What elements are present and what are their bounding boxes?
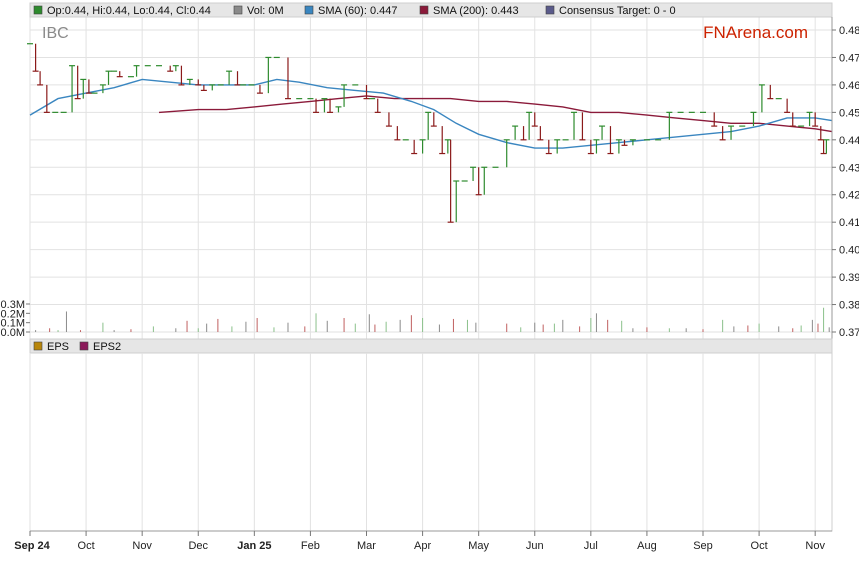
x-axis-label: May xyxy=(468,540,489,552)
price-axis-label: 0.41 xyxy=(839,217,859,229)
price-axis-label: 0.47 xyxy=(839,52,859,64)
x-axis-label: Sep 24 xyxy=(14,540,50,552)
legend-swatch xyxy=(33,5,43,15)
price-axis-label: 0.37 xyxy=(839,327,859,339)
eps-legend-swatch xyxy=(33,341,43,351)
x-axis-label: Oct xyxy=(78,540,95,552)
volume-axis: 0.3M0.2M0.1M0.0M xyxy=(1,299,30,339)
sma60-line xyxy=(29,78,833,149)
top-legend-bar xyxy=(29,2,833,18)
legend-swatch xyxy=(545,5,555,15)
price-axis-label: 0.39 xyxy=(839,272,859,284)
eps-legend-bar xyxy=(29,338,833,354)
grid xyxy=(29,17,832,339)
volume-axis-label: 0.0M xyxy=(1,327,25,339)
price-axis-label: 0.45 xyxy=(839,107,859,119)
legend-swatch xyxy=(233,5,243,15)
price-axis: 0.48 0.47 0.46 0.45 0.44 0.43 0.42 0.41 0.40 0.39… xyxy=(831,17,859,339)
legend-top: Op:0.44, Hi:0.44, Lo:0.44, Cl:0.44 Vol: 0… xyxy=(33,5,676,17)
legend-text: Consensus Target: 0 - 0 xyxy=(559,5,676,17)
x-axis-label: Jul xyxy=(584,540,598,552)
eps-legend-text: EPS xyxy=(47,341,69,353)
x-axis-label: Aug xyxy=(637,540,657,552)
eps-panel xyxy=(29,352,833,532)
price-ticks xyxy=(27,43,830,223)
x-axis-label: Nov xyxy=(132,540,152,552)
price-axis-label: 0.46 xyxy=(839,80,859,92)
legend-text: Vol: 0M xyxy=(247,5,284,17)
price-axis-label: 0.44 xyxy=(839,135,859,147)
volume-axis-label: 0.1M xyxy=(1,318,25,330)
price-panel xyxy=(29,16,833,340)
legend-swatch xyxy=(419,5,429,15)
brand-logo: FNArena.com xyxy=(703,23,808,42)
legend-eps: EPS EPS2 xyxy=(33,341,121,353)
x-axis-label: Dec xyxy=(188,540,208,552)
volume-axis-label: 0.2M xyxy=(1,308,25,320)
x-axis-label: Oct xyxy=(751,540,768,552)
x-axis-label: Sep xyxy=(693,540,713,552)
x-axis: Sep 24 Oct Nov Dec Jan 25 Feb Mar Apr May Jun Jul A… xyxy=(14,530,832,552)
legend-text: SMA (200): 0.443 xyxy=(433,5,519,17)
legend-text: SMA (60): 0.447 xyxy=(318,5,398,17)
x-axis-label: Jan 25 xyxy=(237,540,271,552)
x-axis-label: Mar xyxy=(357,540,376,552)
eps-grid xyxy=(29,353,816,531)
eps-legend-text: EPS2 xyxy=(93,341,121,353)
price-axis-label: 0.48 xyxy=(839,25,859,37)
legend-text: Op:0.44, Hi:0.44, Lo:0.44, Cl:0.44 xyxy=(47,5,211,17)
x-axis-label: Nov xyxy=(805,540,825,552)
sma200-line xyxy=(158,95,833,133)
price-axis-label: 0.38 xyxy=(839,300,859,312)
price-axis-label: 0.42 xyxy=(839,190,859,202)
price-axis-label: 0.43 xyxy=(839,162,859,174)
eps-legend-swatch xyxy=(79,341,89,351)
ticker-label: IBC xyxy=(42,25,69,42)
volume-bars xyxy=(35,307,830,332)
price-axis-label: 0.40 xyxy=(839,245,859,257)
x-axis-label: Apr xyxy=(414,540,431,552)
x-axis-label: Feb xyxy=(301,540,320,552)
x-axis-label: Jun xyxy=(526,540,544,552)
legend-swatch xyxy=(304,5,314,15)
volume-axis-label: 0.3M xyxy=(1,299,25,311)
